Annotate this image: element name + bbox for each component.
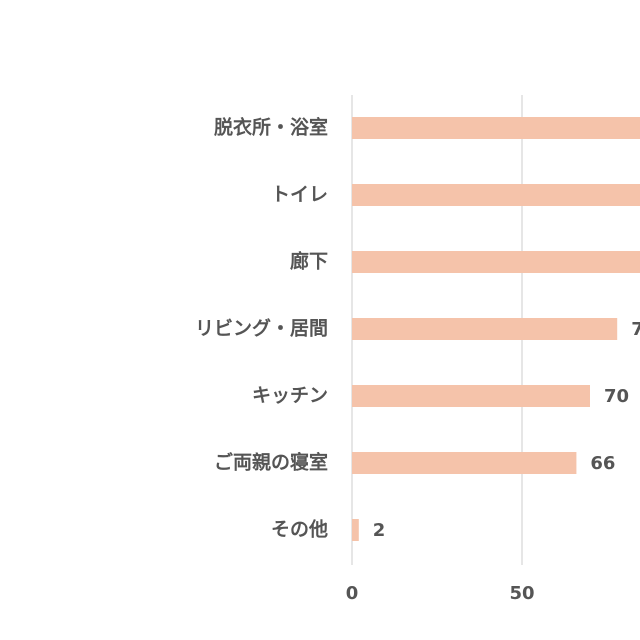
- bar: [352, 452, 577, 474]
- y-tick-label: 脱衣所・浴室: [214, 116, 328, 139]
- value-label: 66: [590, 453, 615, 474]
- bar: [352, 519, 359, 541]
- value-label: 70: [604, 386, 629, 407]
- y-tick-label: キッチン: [252, 385, 328, 407]
- bar: [352, 318, 618, 340]
- y-tick-label: リビング・居間: [195, 317, 328, 340]
- bar: [352, 117, 640, 139]
- value-label: 2: [373, 520, 386, 541]
- bar: [352, 385, 590, 407]
- y-tick-label: ご両親の寝室: [214, 451, 328, 474]
- x-tick-label: 0: [346, 583, 359, 604]
- y-tick-label: その他: [271, 518, 328, 541]
- bar: [352, 251, 640, 273]
- x-tick-label: 50: [509, 583, 534, 604]
- value-label: 78: [631, 319, 640, 340]
- bar: [352, 184, 640, 206]
- y-tick-label: トイレ: [271, 184, 328, 206]
- y-tick-label: 廊下: [290, 250, 328, 273]
